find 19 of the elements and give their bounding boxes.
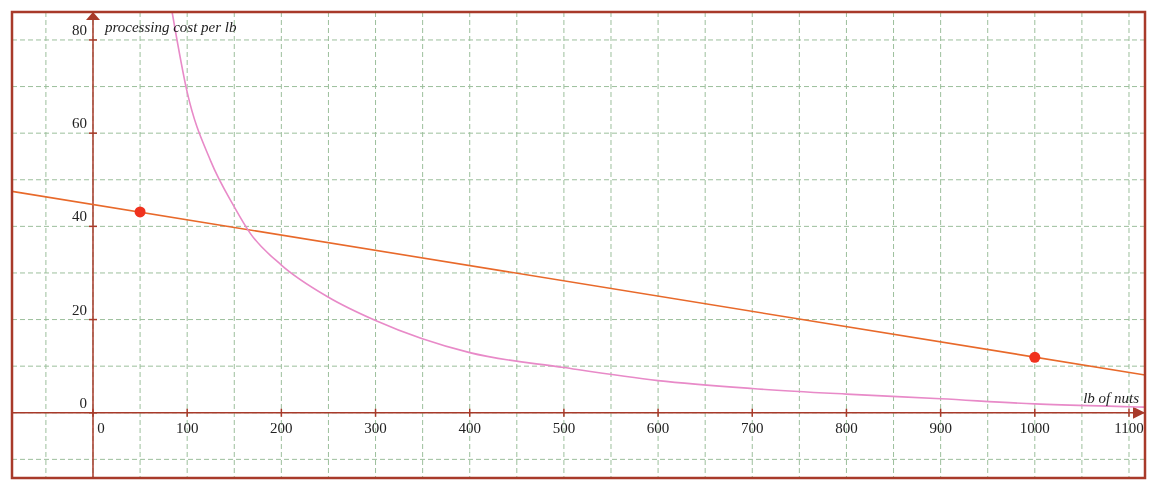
y-axis-title: processing cost per lb [104,19,238,35]
x-tick-label: 500 [552,419,576,436]
x-tick-label: 1000 [1019,419,1050,436]
y-tick-label: 80 [72,21,87,38]
x-axis-title: lb of nuts [1083,389,1140,406]
x-tick-label: 800 [835,419,858,436]
y-tick-label: 40 [72,208,87,225]
x-tick-label: 900 [929,419,952,436]
y-tick-label: 20 [72,301,87,318]
x-tick-label: 100 [175,419,199,436]
x-tick-label: 600 [646,419,670,436]
x-tick-label: 300 [364,419,387,436]
x-tick-label: 700 [741,419,764,436]
y-tick-label: 60 [72,115,87,132]
x-tick-label: 200 [270,419,293,436]
x-tick-label: 0 [97,419,105,436]
x-tick-label: 400 [458,419,481,436]
y-tick-label: 0 [79,394,87,411]
x-tick-label: 1100 [1114,419,1144,436]
